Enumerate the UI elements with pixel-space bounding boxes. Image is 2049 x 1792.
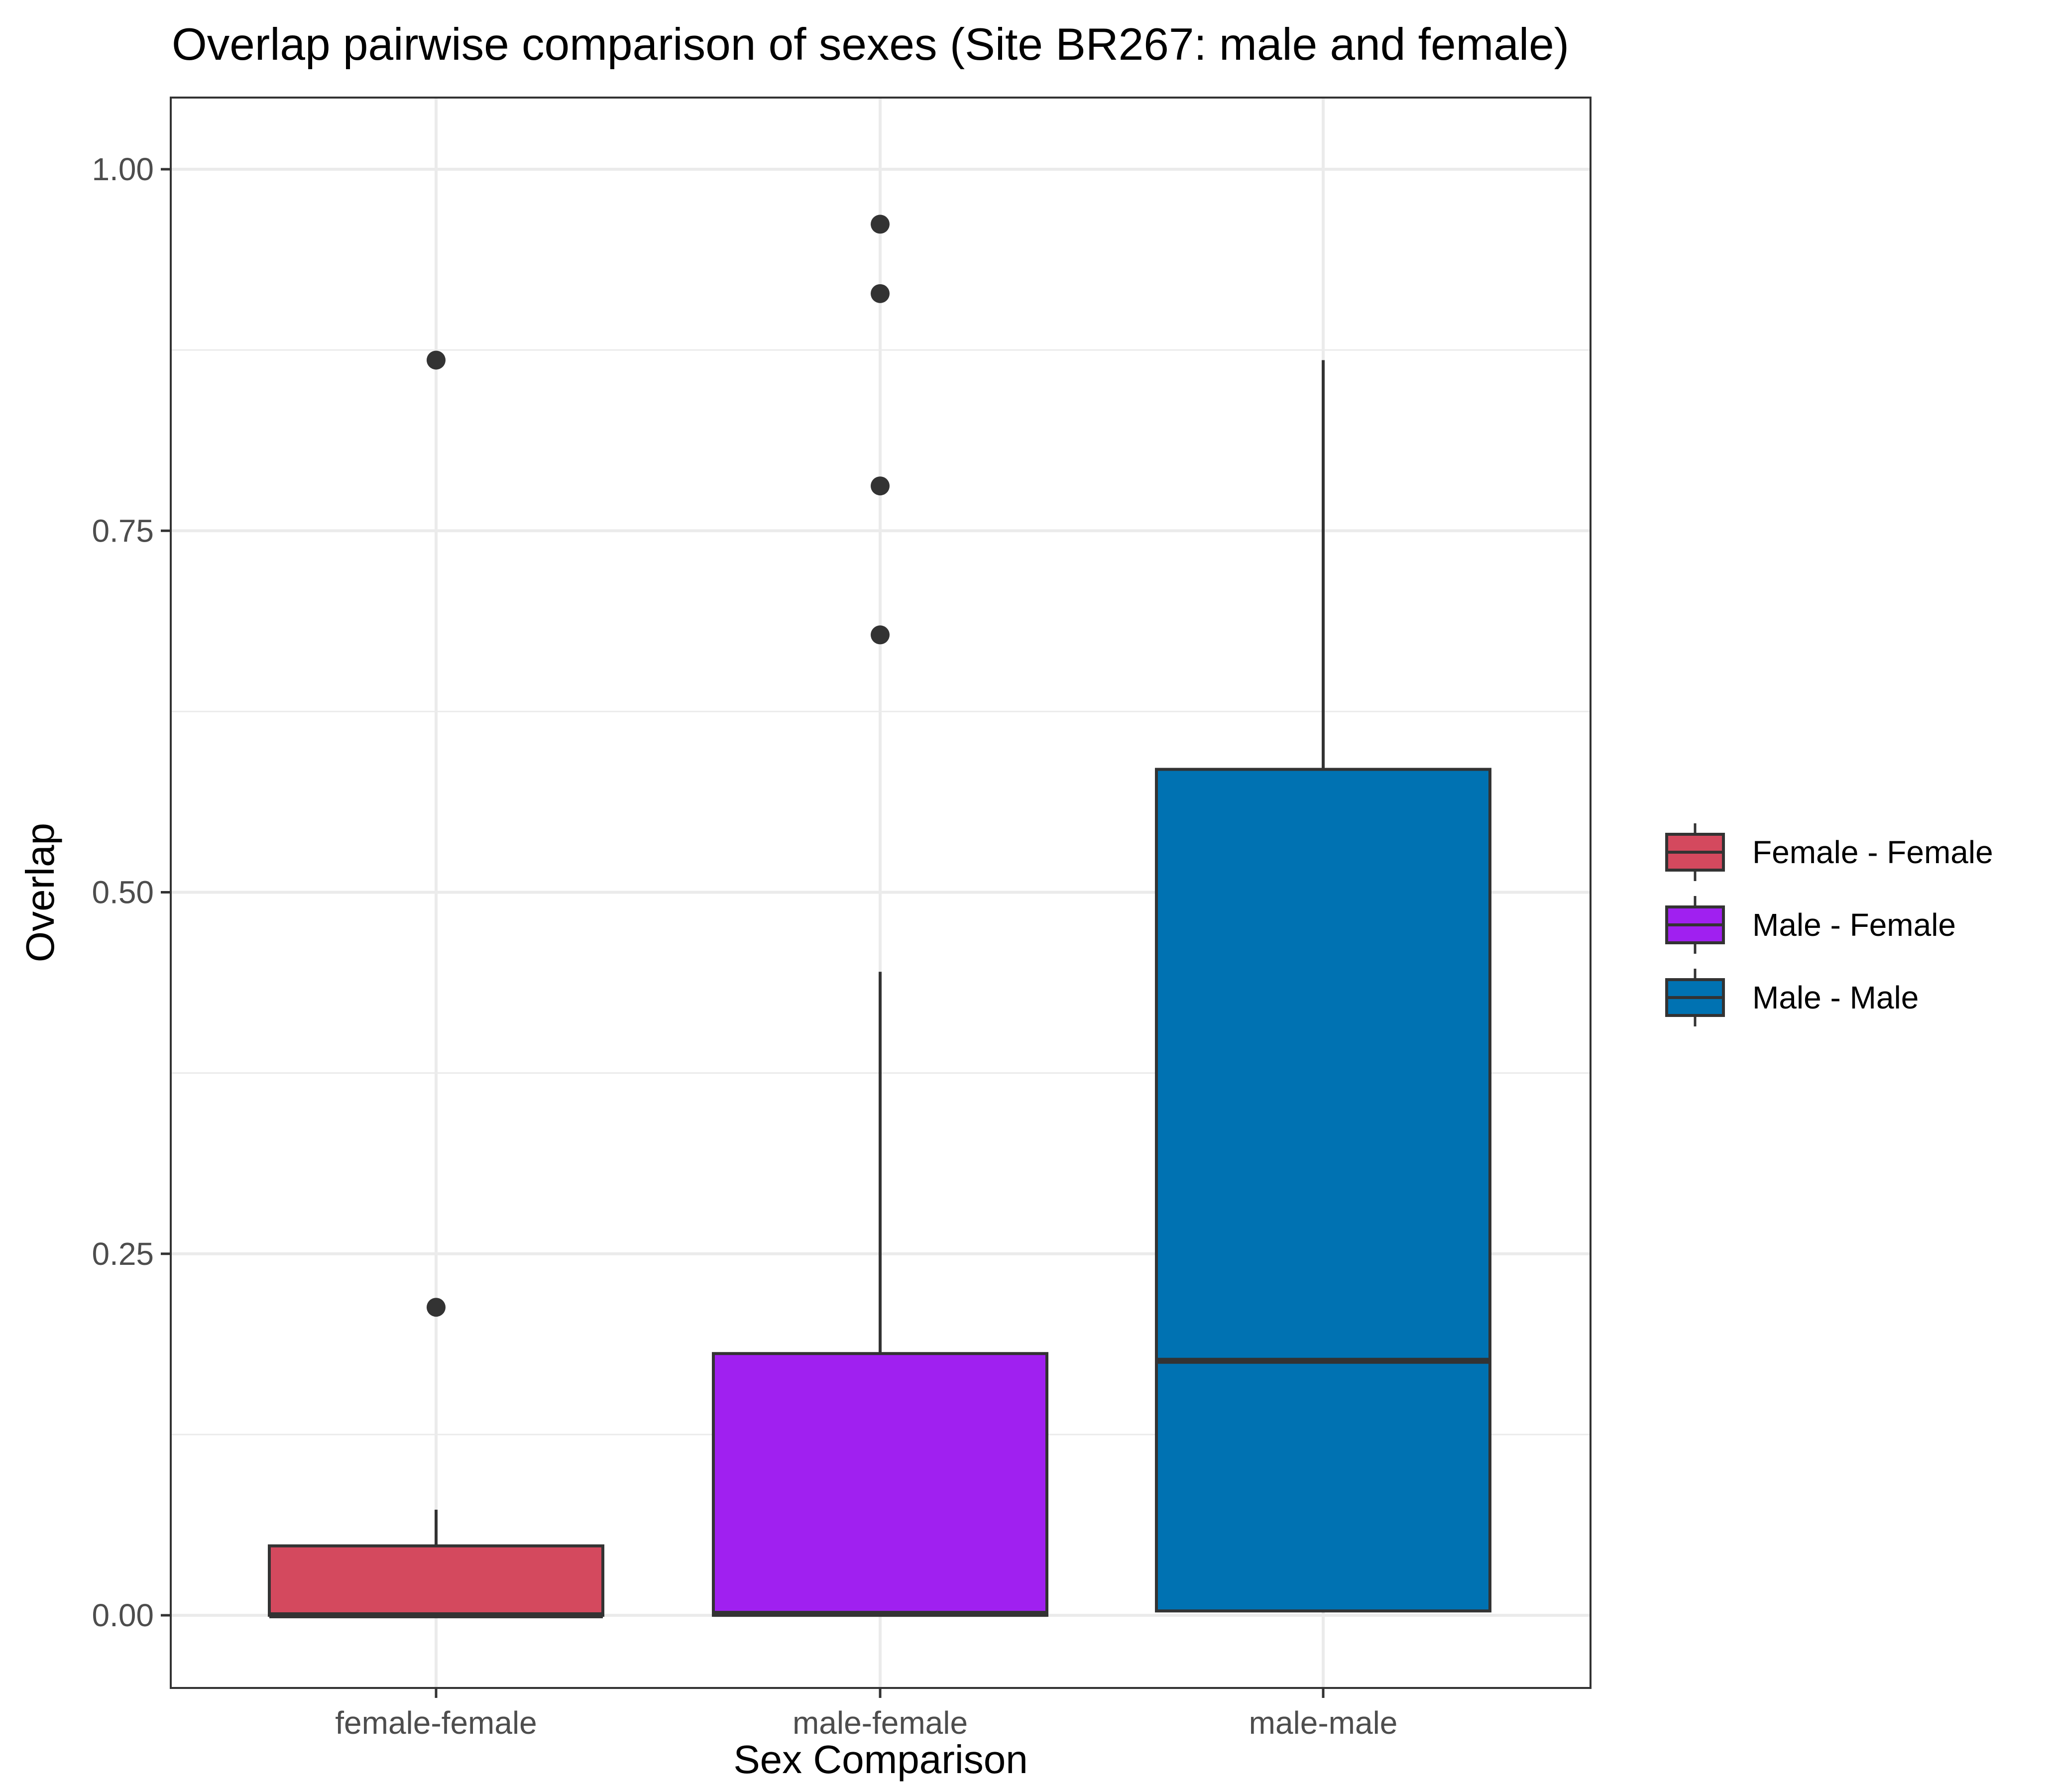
y-tick-label: 0.00	[92, 1597, 154, 1633]
y-axis: 0.00 0.25 0.50 0.75 1.00	[92, 151, 171, 1633]
y-tick-label: 0.50	[92, 875, 154, 910]
outlier-point	[871, 476, 890, 496]
legend-item-male-female: Male - Female	[1665, 896, 1956, 954]
y-tick-label: 0.75	[92, 513, 154, 549]
y-axis-title: Overlap	[18, 823, 62, 962]
legend-item-male-male: Male - Male	[1665, 969, 1919, 1026]
box-female-female	[268, 350, 604, 1618]
x-tick-label: male-female	[793, 1705, 968, 1741]
x-tick-label: female-female	[335, 1705, 537, 1741]
chart-title: Overlap pairwise comparison of sexes (Si…	[172, 19, 1569, 70]
outlier-point	[871, 215, 890, 234]
outlier-point	[871, 284, 890, 303]
legend-label: Male - Male	[1752, 980, 1919, 1015]
outlier-point	[871, 625, 890, 645]
x-axis: female-female male-female male-male	[335, 1688, 1397, 1741]
outlier-point	[427, 350, 446, 370]
y-tick-label: 1.00	[92, 151, 154, 187]
box-iqr	[1155, 768, 1491, 1613]
legend-item-female-female: Female - Female	[1665, 823, 1993, 881]
x-axis-title: Sex Comparison	[733, 1737, 1027, 1782]
legend: Female - Female Male - Female Male - Male	[1665, 823, 1993, 1026]
legend-label: Male - Female	[1752, 907, 1956, 943]
box-iqr	[712, 1352, 1048, 1617]
y-tick-label: 0.25	[92, 1236, 154, 1272]
box-iqr	[268, 1544, 604, 1617]
legend-label: Female - Female	[1752, 834, 1993, 870]
x-tick-label: male-male	[1249, 1705, 1398, 1741]
box-male-female	[712, 215, 1048, 1617]
outlier-point	[427, 1298, 446, 1317]
boxes	[268, 215, 1491, 1618]
box-male-male	[1155, 360, 1491, 1613]
